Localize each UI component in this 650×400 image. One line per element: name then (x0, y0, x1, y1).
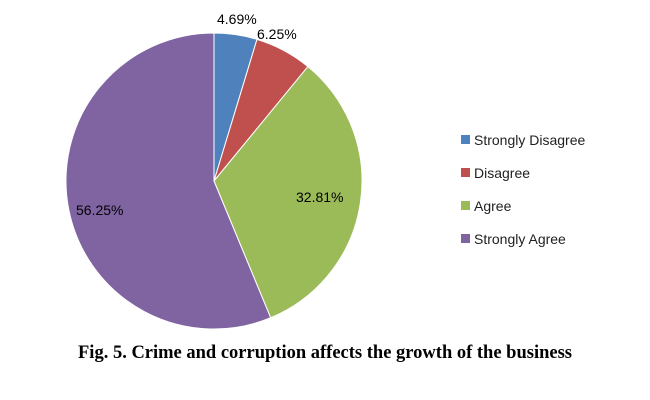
legend-label: Agree (474, 197, 512, 214)
pie-chart: 4.69%6.25% 32.81% 56.25% (65, 11, 363, 330)
pie-data-labels: 4.69%6.25% 32.81% 56.25% (76, 11, 343, 218)
data-label-strongly-disagree: 4.69% (217, 11, 257, 27)
figure-caption: Fig. 5. Crime and corruption affects the… (78, 343, 572, 363)
legend-swatch (461, 201, 470, 210)
data-label-strongly-agree: 56.25% (76, 202, 123, 218)
pie-slices (65, 32, 363, 330)
legend-item-agree: Agree (461, 189, 585, 222)
pie-slice-strongly-agree (65, 32, 272, 330)
legend-item-disagree: Disagree (461, 156, 585, 189)
data-label-disagree: 6.25% (257, 26, 297, 42)
legend-swatch (461, 234, 470, 243)
pie-slice-agree (213, 65, 363, 319)
legend-label: Strongly Agree (474, 230, 566, 247)
legend: Strongly Disagree Disagree Agree Strongl… (461, 123, 585, 255)
data-label-agree: 32.81% (296, 189, 343, 205)
legend-item-strongly-agree: Strongly Agree (461, 222, 585, 255)
legend-swatch (461, 135, 470, 144)
legend-swatch (461, 168, 470, 177)
legend-item-strongly-disagree: Strongly Disagree (461, 123, 585, 156)
legend-label: Disagree (474, 164, 531, 181)
legend-label: Strongly Disagree (474, 131, 586, 148)
